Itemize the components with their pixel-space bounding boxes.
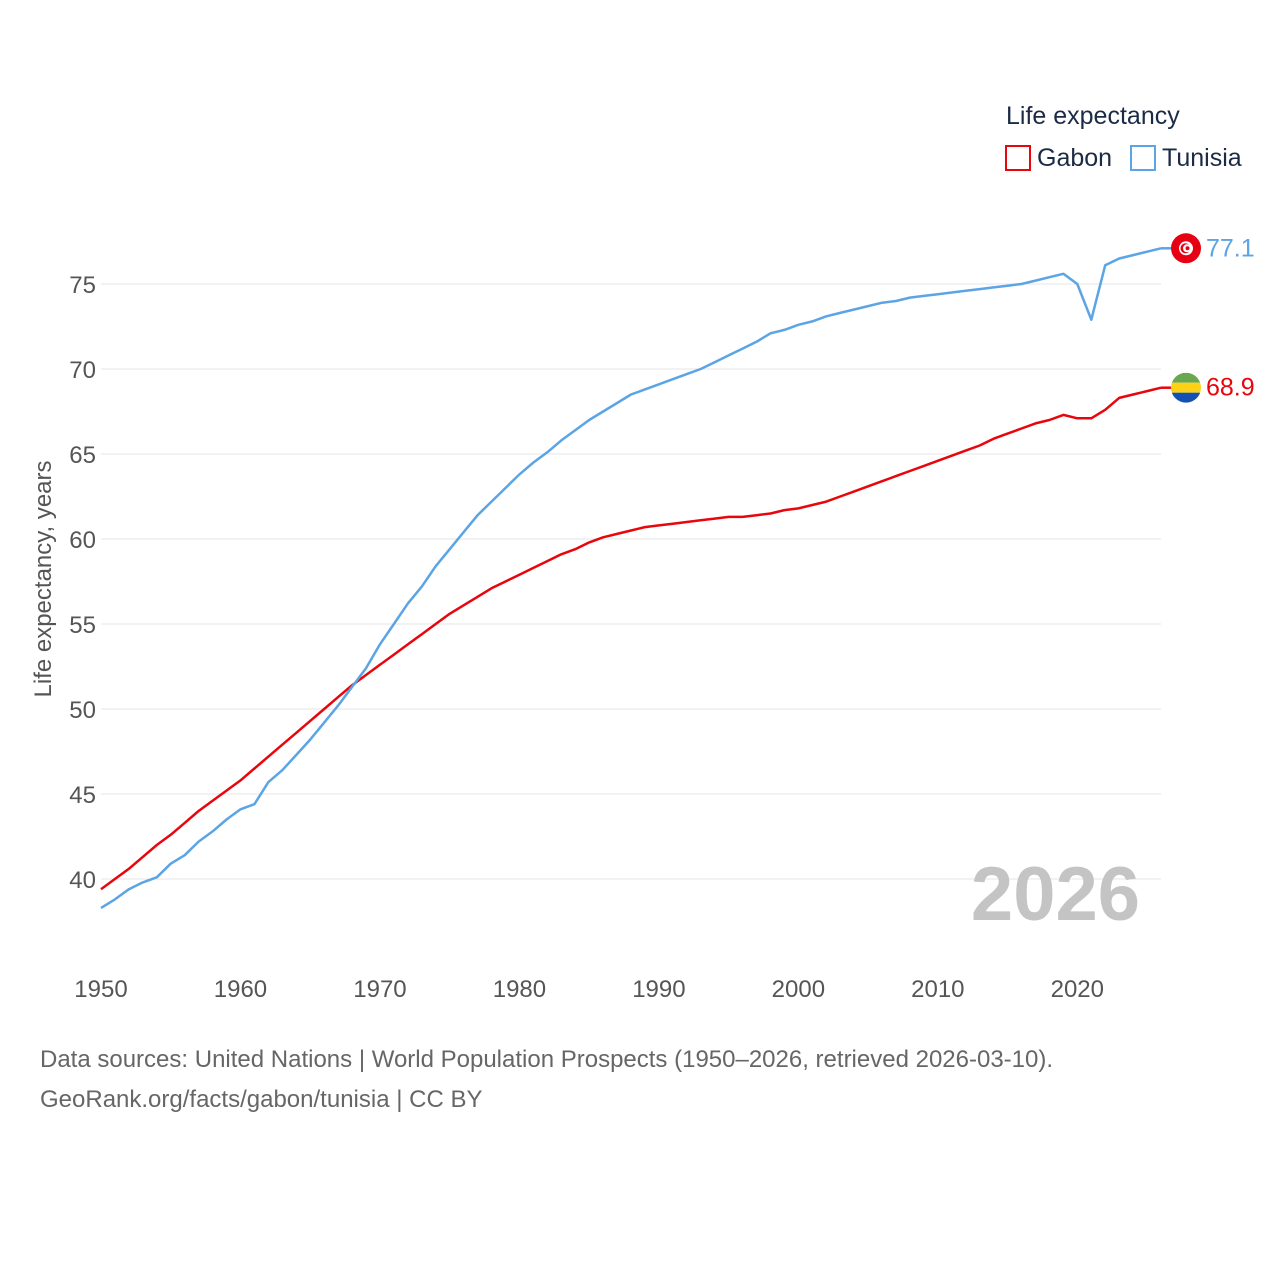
legend-label-tunisia: Tunisia xyxy=(1162,144,1242,172)
x-tick-label: 1980 xyxy=(493,976,546,1003)
footer: Data sources: United Nations | World Pop… xyxy=(40,1040,1053,1120)
end-label-tunisia: 77.1 xyxy=(1206,234,1255,262)
tunisia-flag xyxy=(1171,233,1201,264)
gabon-band-yellow xyxy=(1171,382,1201,393)
gabon-flag xyxy=(1171,372,1201,403)
y-tick-label: 60 xyxy=(69,527,96,554)
y-tick-label: 65 xyxy=(69,442,96,469)
gridlines xyxy=(101,283,1161,880)
y-tick-label: 75 xyxy=(69,272,96,299)
y-axis-ticks: 40 45 50 55 60 65 70 75 xyxy=(69,272,96,894)
data-sources-note: Data sources: United Nations | World Pop… xyxy=(40,1046,1054,1073)
tunisia-flag-star xyxy=(1185,246,1190,251)
x-tick-label: 1950 xyxy=(74,976,127,1003)
series-line-gabon xyxy=(100,386,1162,891)
legend-swatch-tunisia xyxy=(1130,145,1156,171)
y-tick-label: 40 xyxy=(69,867,96,894)
series-line-tunisia xyxy=(100,247,1162,909)
x-tick-label: 1990 xyxy=(632,976,685,1003)
y-tick-label: 70 xyxy=(69,357,96,384)
x-tick-label: 1970 xyxy=(353,976,406,1003)
x-tick-label: 2000 xyxy=(772,976,825,1003)
y-tick-label: 55 xyxy=(69,612,96,639)
gabon-flag-bands xyxy=(1171,372,1201,403)
series-layer xyxy=(100,247,1172,909)
x-tick-label: 2020 xyxy=(1051,976,1104,1003)
gabon-band-blue xyxy=(1171,392,1201,403)
legend-swatch-gabon xyxy=(1005,145,1031,171)
gabon-band-green xyxy=(1171,372,1201,383)
end-marker-gabon: 68.9 xyxy=(1171,372,1255,403)
legend-title: Life expectancy xyxy=(1006,102,1180,130)
line-chart: Life expectancy Gabon Tunisia 40 45 50 55 60… xyxy=(30,102,1255,1003)
y-tick-label: 50 xyxy=(69,697,96,724)
x-axis-ticks: 1950 1960 1970 1980 1990 2000 2010 2020 xyxy=(74,976,1104,1003)
legend-item-gabon[interactable]: Gabon xyxy=(1005,144,1112,172)
year-watermark: 2026 xyxy=(971,852,1140,937)
y-tick-label: 45 xyxy=(69,782,96,809)
end-marker-tunisia: 77.1 xyxy=(1171,233,1255,264)
x-tick-label: 1960 xyxy=(214,976,267,1003)
y-axis-title: Life expectancy, years xyxy=(30,460,57,697)
source-link[interactable]: GeoRank.org/facts/gabon/tunisia | CC BY xyxy=(40,1086,483,1113)
end-label-gabon: 68.9 xyxy=(1206,374,1255,402)
legend-label-gabon: Gabon xyxy=(1037,144,1112,172)
legend-item-tunisia[interactable]: Tunisia xyxy=(1130,144,1242,172)
x-tick-label: 2010 xyxy=(911,976,964,1003)
